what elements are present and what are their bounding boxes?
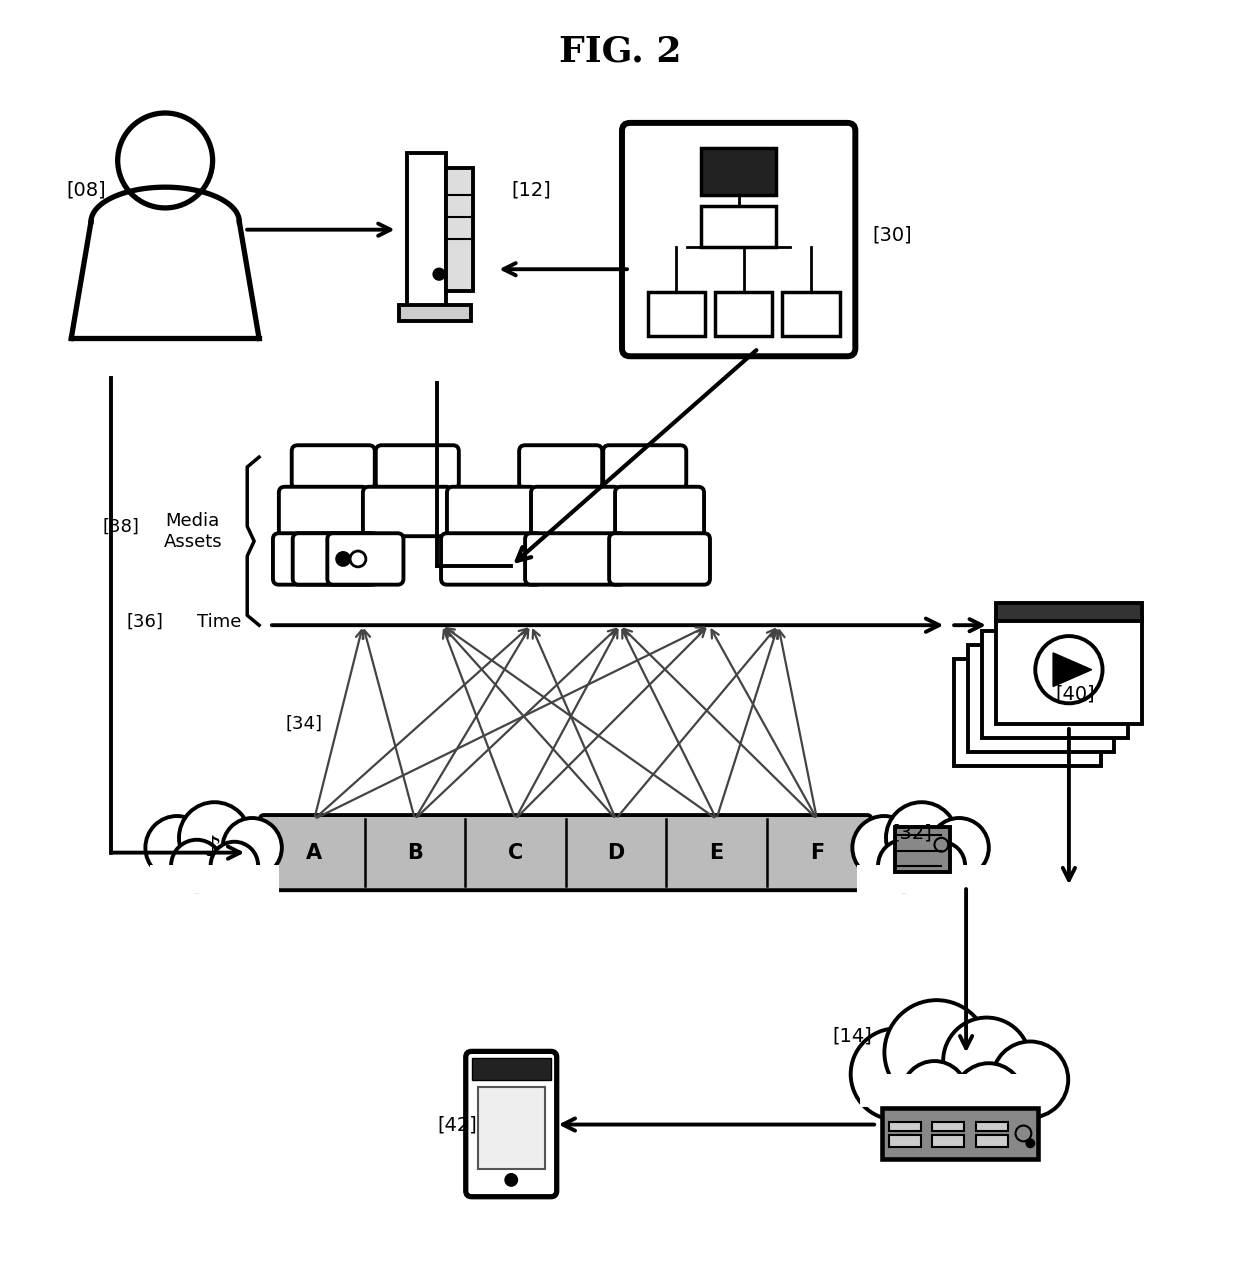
Circle shape [852,816,915,879]
FancyBboxPatch shape [932,1122,965,1132]
Circle shape [179,802,250,874]
Text: [34]: [34] [285,714,322,732]
FancyBboxPatch shape [279,487,368,536]
FancyBboxPatch shape [260,815,872,891]
FancyBboxPatch shape [715,292,773,337]
Circle shape [887,802,957,874]
FancyBboxPatch shape [477,1087,544,1169]
Circle shape [930,819,988,878]
FancyBboxPatch shape [471,1059,551,1081]
Circle shape [918,842,965,889]
Text: [40]: [40] [1055,685,1095,704]
FancyBboxPatch shape [520,445,603,488]
Text: FIG. 2: FIG. 2 [559,35,681,68]
FancyBboxPatch shape [857,866,986,893]
Text: ♪: ♪ [203,834,222,862]
Circle shape [1025,1139,1035,1149]
Text: Time: Time [197,613,242,631]
FancyBboxPatch shape [531,487,620,536]
Text: [12]: [12] [511,181,551,199]
FancyBboxPatch shape [996,617,1142,723]
Text: [42]: [42] [436,1115,476,1135]
FancyBboxPatch shape [399,306,471,321]
FancyBboxPatch shape [376,445,459,488]
Text: [30]: [30] [872,225,911,244]
Circle shape [145,816,208,879]
FancyBboxPatch shape [968,645,1115,752]
Text: A: A [306,843,322,862]
Text: C: C [507,843,523,862]
Text: [36]: [36] [126,613,164,631]
Circle shape [992,1041,1068,1118]
FancyBboxPatch shape [932,1136,965,1148]
Circle shape [851,1028,942,1119]
FancyBboxPatch shape [782,292,839,337]
FancyBboxPatch shape [976,1136,1008,1148]
FancyBboxPatch shape [327,533,403,585]
FancyBboxPatch shape [446,487,536,536]
Text: F: F [810,843,825,862]
FancyBboxPatch shape [701,148,776,195]
Text: [14]: [14] [832,1025,872,1045]
Circle shape [884,1000,988,1105]
FancyBboxPatch shape [647,292,706,337]
FancyBboxPatch shape [895,828,950,873]
Circle shape [335,551,351,567]
FancyBboxPatch shape [982,631,1128,738]
FancyBboxPatch shape [976,1122,1008,1132]
FancyBboxPatch shape [622,123,856,356]
Circle shape [505,1173,518,1187]
FancyBboxPatch shape [446,168,472,292]
Text: [32]: [32] [892,824,931,843]
FancyBboxPatch shape [273,533,373,585]
FancyBboxPatch shape [889,1136,920,1148]
Text: D: D [608,843,625,862]
Text: Media
Assets: Media Assets [164,511,222,551]
FancyBboxPatch shape [525,533,626,585]
FancyBboxPatch shape [615,487,704,536]
FancyBboxPatch shape [150,866,279,893]
FancyBboxPatch shape [996,604,1142,621]
Circle shape [211,842,258,889]
Text: [08]: [08] [66,181,105,199]
FancyBboxPatch shape [466,1051,557,1196]
Text: E: E [709,843,723,862]
Circle shape [171,840,222,892]
Text: [38]: [38] [102,518,139,536]
FancyBboxPatch shape [861,1074,1052,1106]
Circle shape [944,1018,1030,1105]
Text: B: B [407,843,423,862]
FancyBboxPatch shape [609,533,711,585]
Circle shape [901,1061,967,1127]
FancyBboxPatch shape [889,1122,920,1132]
FancyBboxPatch shape [291,445,374,488]
FancyBboxPatch shape [293,533,378,585]
Polygon shape [1053,653,1091,686]
Circle shape [954,1063,1024,1133]
FancyBboxPatch shape [701,206,776,248]
FancyBboxPatch shape [955,659,1101,766]
FancyBboxPatch shape [603,445,686,488]
Circle shape [878,840,930,892]
Circle shape [222,819,281,878]
FancyBboxPatch shape [363,487,451,536]
FancyBboxPatch shape [882,1108,1038,1159]
FancyBboxPatch shape [441,533,542,585]
Circle shape [433,269,445,280]
FancyBboxPatch shape [408,153,446,306]
